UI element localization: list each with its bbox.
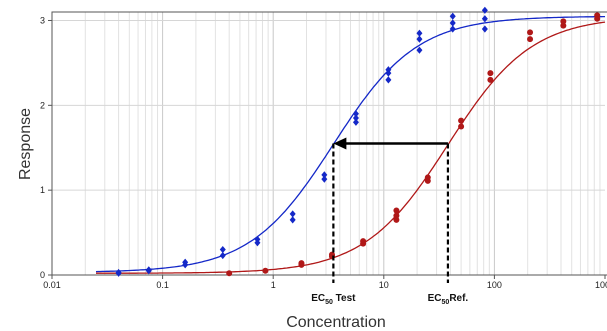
data-point-series-1 xyxy=(289,210,296,218)
data-point-series-1 xyxy=(416,46,423,54)
data-point-series-1 xyxy=(449,25,456,33)
y-axis-title: Response xyxy=(17,108,34,180)
data-points xyxy=(115,6,601,277)
data-point-series-1 xyxy=(385,66,392,74)
y-tick-label: 2 xyxy=(40,100,45,110)
data-point-series-1 xyxy=(115,268,122,277)
ec50-test-label: EC50 Test xyxy=(311,293,356,306)
plot-frame xyxy=(51,11,607,276)
y-tick-label: 0 xyxy=(40,270,45,280)
fit-curve-series-2 xyxy=(96,21,606,274)
data-point-series-2 xyxy=(487,76,494,83)
data-point-series-1 xyxy=(219,251,226,260)
data-point-series-2 xyxy=(424,174,431,181)
data-point-series-2 xyxy=(226,270,233,277)
x-axis-title: Concentration xyxy=(286,314,386,331)
shift-arrow-head xyxy=(333,137,347,150)
y-axis-ticks: 0 1 2 3 xyxy=(40,15,52,280)
data-point-series-2 xyxy=(298,260,305,267)
x-tick-label: 1 xyxy=(271,280,276,290)
data-point-series-1 xyxy=(321,175,328,183)
y-tick-label: 1 xyxy=(40,185,45,195)
ec50-annotations: EC50 Test EC50Ref. xyxy=(311,137,469,306)
fit-curves xyxy=(95,15,606,274)
data-point-series-1 xyxy=(352,114,359,122)
data-point-series-1 xyxy=(481,25,488,33)
data-point-series-1 xyxy=(385,76,392,84)
data-point-series-1 xyxy=(416,29,423,37)
data-point-series-1 xyxy=(321,171,328,179)
data-point-series-2 xyxy=(360,238,367,245)
data-point-series-2 xyxy=(527,36,534,43)
data-point-series-1 xyxy=(416,35,423,43)
x-tick-label: 0.01 xyxy=(43,280,61,290)
data-point-series-1 xyxy=(352,110,359,118)
data-point-series-2 xyxy=(527,29,534,36)
data-point-series-2 xyxy=(393,216,400,223)
plot-background xyxy=(52,12,607,275)
data-point-series-2 xyxy=(262,267,269,274)
data-point-series-1 xyxy=(481,15,488,23)
fit-curve-series-1 xyxy=(95,15,605,273)
data-point-series-2 xyxy=(393,207,400,214)
data-point-series-2 xyxy=(487,70,494,77)
ec50-ref-label: EC50Ref. xyxy=(428,293,469,306)
data-point-series-1 xyxy=(481,6,488,14)
data-point-series-1 xyxy=(145,266,152,274)
data-point-series-1 xyxy=(182,258,189,266)
data-point-series-1 xyxy=(254,235,261,243)
x-tick-label: 1000 xyxy=(595,280,607,290)
data-point-series-2 xyxy=(594,12,601,19)
data-point-series-1 xyxy=(289,216,296,224)
data-point-series-1 xyxy=(449,12,456,20)
x-tick-label: 100 xyxy=(487,280,502,290)
data-point-series-1 xyxy=(219,245,226,254)
y-tick-label: 3 xyxy=(40,15,45,25)
data-point-series-2 xyxy=(458,117,465,124)
x-tick-label: 0.1 xyxy=(156,280,169,290)
data-point-series-2 xyxy=(560,22,567,29)
data-point-series-2 xyxy=(560,18,567,25)
data-point-series-2 xyxy=(393,212,400,219)
grid-lines xyxy=(51,12,605,276)
x-tick-label: 10 xyxy=(379,280,389,290)
x-axis-ticks: 0.01 0.1 1 10 100 1000 xyxy=(43,275,607,290)
data-point-series-2 xyxy=(458,123,465,130)
data-point-series-1 xyxy=(449,19,456,27)
data-point-series-1 xyxy=(352,118,359,126)
